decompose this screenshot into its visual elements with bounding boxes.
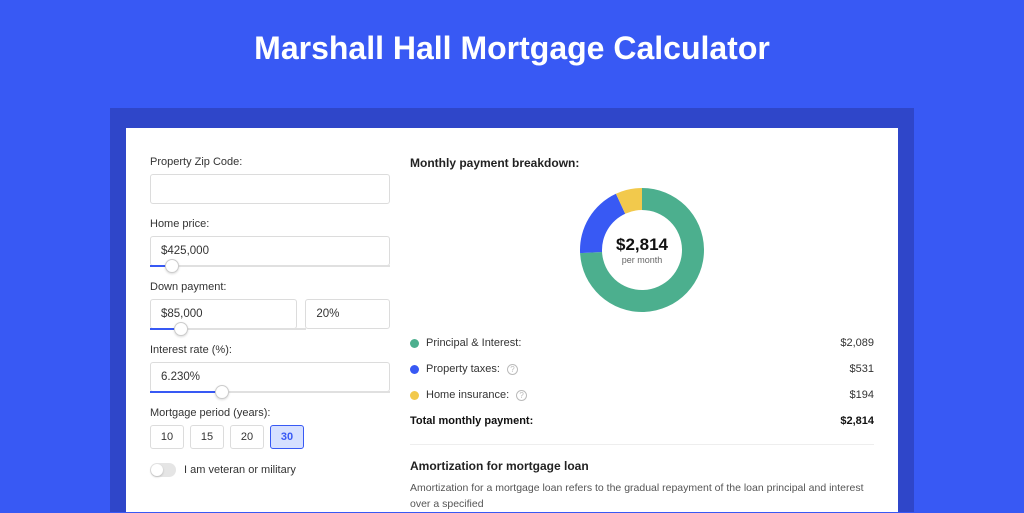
legend-total-label: Total monthly payment: bbox=[410, 415, 533, 427]
slider-track bbox=[150, 265, 390, 267]
legend-value: $194 bbox=[850, 389, 874, 401]
interest-rate-slider[interactable] bbox=[150, 391, 390, 393]
slider-track bbox=[150, 328, 306, 330]
slider-handle[interactable] bbox=[165, 259, 179, 273]
home-price-input[interactable] bbox=[150, 236, 390, 266]
slider-fill bbox=[150, 391, 222, 393]
interest-rate-field-group: Interest rate (%): bbox=[150, 344, 390, 393]
amortization-heading: Amortization for mortgage loan bbox=[410, 459, 874, 473]
veteran-toggle[interactable] bbox=[150, 463, 176, 477]
donut-center: $2,814 per month bbox=[616, 235, 668, 265]
legend-list: Principal & Interest: $2,089 Property taxe… bbox=[410, 330, 874, 408]
legend-dot-icon bbox=[410, 339, 419, 348]
legend-label: Principal & Interest: bbox=[426, 337, 521, 349]
veteran-toggle-row: I am veteran or military bbox=[150, 463, 390, 477]
help-icon[interactable]: ? bbox=[507, 364, 518, 375]
interest-rate-label: Interest rate (%): bbox=[150, 344, 390, 356]
legend-total-value: $2,814 bbox=[840, 415, 874, 427]
legend-value: $2,089 bbox=[840, 337, 874, 349]
form-column: Property Zip Code: Home price: Down paym… bbox=[150, 156, 390, 512]
amortization-section: Amortization for mortgage loan Amortizat… bbox=[410, 444, 874, 513]
mortgage-period-option-15[interactable]: 15 bbox=[190, 425, 224, 449]
donut-subtext: per month bbox=[616, 255, 668, 265]
home-price-slider[interactable] bbox=[150, 265, 390, 267]
slider-track bbox=[150, 391, 390, 393]
legend-row: Property taxes:? $531 bbox=[410, 356, 874, 382]
mortgage-period-field-group: Mortgage period (years): 10152030 bbox=[150, 407, 390, 449]
breakdown-column: Monthly payment breakdown: $2,814 per mo… bbox=[410, 156, 874, 512]
donut-chart: $2,814 per month bbox=[578, 186, 706, 314]
amortization-text: Amortization for a mortgage loan refers … bbox=[410, 481, 874, 513]
veteran-label: I am veteran or military bbox=[184, 464, 296, 476]
toggle-knob bbox=[151, 464, 163, 476]
down-payment-percent-input[interactable] bbox=[305, 299, 390, 329]
down-payment-label: Down payment: bbox=[150, 281, 390, 293]
mortgage-period-label: Mortgage period (years): bbox=[150, 407, 390, 419]
mortgage-period-option-20[interactable]: 20 bbox=[230, 425, 264, 449]
donut-amount: $2,814 bbox=[616, 235, 668, 255]
help-icon[interactable]: ? bbox=[516, 390, 527, 401]
interest-rate-input[interactable] bbox=[150, 362, 390, 392]
slider-handle[interactable] bbox=[174, 322, 188, 336]
legend-value: $531 bbox=[850, 363, 874, 375]
down-payment-input[interactable] bbox=[150, 299, 297, 329]
legend-row: Principal & Interest: $2,089 bbox=[410, 330, 874, 356]
donut-chart-wrap: $2,814 per month bbox=[410, 176, 874, 330]
page-title: Marshall Hall Mortgage Calculator bbox=[0, 0, 1024, 85]
calculator-card: Property Zip Code: Home price: Down paym… bbox=[126, 128, 898, 512]
mortgage-period-options: 10152030 bbox=[150, 425, 390, 449]
mortgage-period-option-30[interactable]: 30 bbox=[270, 425, 304, 449]
legend-row: Home insurance:? $194 bbox=[410, 382, 874, 408]
page-root: Marshall Hall Mortgage Calculator Proper… bbox=[0, 0, 1024, 512]
home-price-label: Home price: bbox=[150, 218, 390, 230]
legend-label: Property taxes: bbox=[426, 363, 500, 375]
legend-dot-icon bbox=[410, 365, 419, 374]
home-price-field-group: Home price: bbox=[150, 218, 390, 267]
legend-label: Home insurance: bbox=[426, 389, 509, 401]
zip-field-group: Property Zip Code: bbox=[150, 156, 390, 204]
zip-input[interactable] bbox=[150, 174, 390, 204]
zip-label: Property Zip Code: bbox=[150, 156, 390, 168]
down-payment-slider[interactable] bbox=[150, 328, 306, 330]
slider-handle[interactable] bbox=[215, 385, 229, 399]
down-payment-field-group: Down payment: bbox=[150, 281, 390, 330]
mortgage-period-option-10[interactable]: 10 bbox=[150, 425, 184, 449]
breakdown-heading: Monthly payment breakdown: bbox=[410, 156, 874, 170]
legend-dot-icon bbox=[410, 391, 419, 400]
legend-total-row: Total monthly payment: $2,814 bbox=[410, 408, 874, 434]
